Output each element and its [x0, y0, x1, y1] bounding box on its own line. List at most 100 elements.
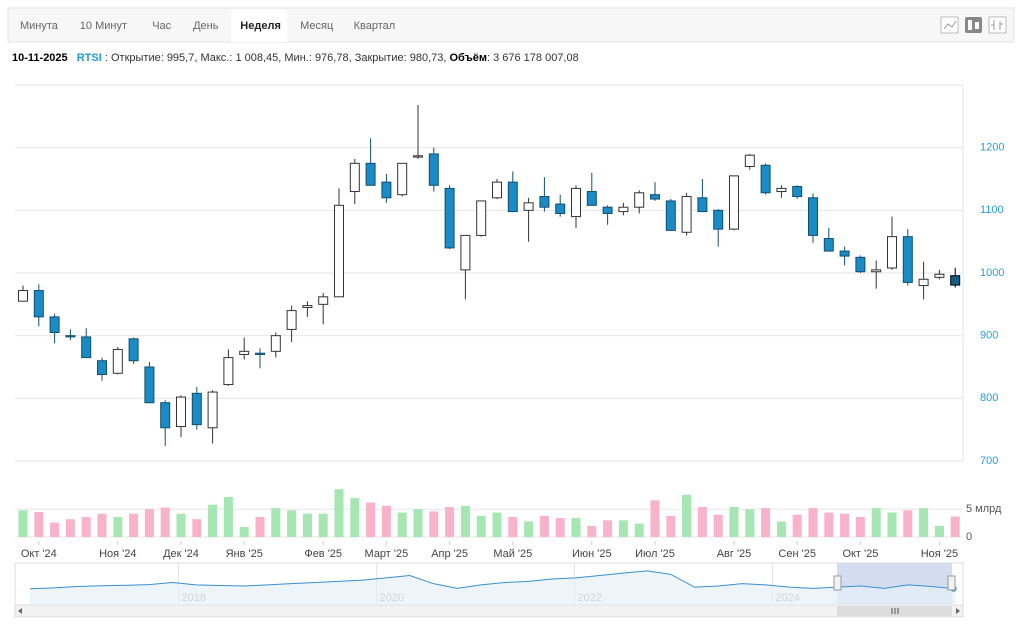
candle-body — [128, 338, 139, 362]
volume-bar — [429, 511, 439, 537]
volume-bar — [571, 518, 581, 537]
volume-bar — [587, 525, 597, 537]
tab[interactable]: Месяц — [300, 20, 334, 32]
candle-body — [571, 187, 581, 218]
tab[interactable]: Квартал — [354, 20, 396, 32]
volume-bar — [492, 512, 502, 537]
candle-body — [839, 250, 850, 257]
volume-bar — [934, 525, 944, 537]
toolbar — [7, 7, 1015, 43]
navigator-handle[interactable] — [833, 575, 842, 591]
navigator-area — [30, 570, 956, 605]
x-tick-label: Окт '24 — [21, 548, 57, 560]
x-tick-label: Апр '25 — [431, 548, 468, 560]
volume-bar — [840, 513, 850, 537]
candle-body — [586, 191, 597, 206]
volume-bar — [271, 508, 281, 537]
volume-bar — [855, 517, 865, 537]
volume-tick-label: 5 млрд — [966, 503, 1002, 515]
candle-body — [255, 352, 265, 355]
candle-body — [176, 396, 186, 428]
ohlc-icon[interactable] — [988, 16, 1007, 34]
x-tick-label: Июл '25 — [635, 548, 675, 560]
candle-body — [223, 357, 234, 386]
candle-body — [270, 335, 281, 352]
volume-bar — [397, 512, 407, 537]
volume-bar — [524, 521, 534, 537]
volume-bar — [34, 512, 44, 537]
tab[interactable]: Час — [152, 20, 171, 32]
candle-body — [934, 273, 945, 278]
candle-body — [650, 194, 660, 200]
candle-body — [760, 164, 771, 194]
candle-body — [81, 336, 92, 359]
candle-icon[interactable] — [965, 17, 982, 33]
tab-active-bg — [231, 9, 288, 42]
volume-bar — [287, 510, 297, 537]
candle-body — [713, 209, 724, 230]
volume-bar — [745, 509, 755, 537]
volume-bar — [666, 515, 676, 537]
candle-body — [286, 310, 297, 330]
y-tick-label: 900 — [980, 330, 998, 342]
volume-bar — [950, 516, 960, 537]
volume-bar — [508, 517, 518, 537]
candle-body — [239, 350, 250, 355]
y-tick-label: 1000 — [980, 267, 1004, 279]
tab[interactable]: Минута — [20, 20, 59, 32]
x-tick-label: Дек '24 — [163, 548, 199, 560]
candle-body — [318, 296, 329, 305]
volume-bar — [618, 520, 628, 537]
view-icons — [940, 16, 1007, 34]
candle-body — [444, 187, 455, 249]
candle-body — [539, 196, 550, 208]
volume-bar — [650, 500, 660, 537]
volume-bar — [824, 512, 834, 537]
info-text: : Открытие: 995,7, Макс.: 1 008,45, Мин.… — [105, 52, 447, 64]
volume-bar — [713, 514, 723, 537]
candle-body — [397, 162, 408, 196]
candle-body — [507, 181, 518, 213]
volume-bar — [413, 509, 423, 537]
candle-body — [602, 206, 613, 214]
y-tick-label: 1100 — [980, 204, 1004, 216]
candle-body — [413, 155, 423, 158]
candle-body — [33, 290, 44, 318]
tab[interactable]: День — [193, 20, 219, 32]
x-tick-label: Сен '25 — [778, 548, 816, 560]
tab[interactable]: 10 Минут — [80, 20, 127, 32]
line-icon-glyph — [943, 20, 957, 30]
tab[interactable]: Неделя — [240, 20, 281, 32]
volume-bar — [729, 507, 739, 537]
candle-body — [871, 269, 882, 273]
scroll-left[interactable] — [18, 608, 22, 614]
navigator-handle[interactable] — [947, 575, 956, 591]
y-tick-label: 1200 — [980, 142, 1004, 154]
volume-bar — [113, 517, 123, 537]
candle-body — [697, 197, 708, 213]
x-tick-label: Фев '25 — [304, 548, 342, 560]
volume-bar — [255, 517, 265, 537]
candle-body — [492, 181, 502, 199]
volume-bar — [223, 497, 233, 537]
candle-body — [49, 316, 60, 334]
volume-bar — [555, 518, 565, 537]
volume-bar — [366, 502, 376, 537]
candle-body — [523, 202, 534, 211]
candle-body — [855, 256, 866, 273]
candle-body — [349, 162, 360, 193]
scrollbar[interactable] — [14, 604, 964, 618]
candle-body — [428, 153, 439, 186]
volume-bar — [318, 513, 328, 537]
volume-bar — [192, 519, 202, 537]
candle-body — [729, 175, 739, 230]
volume-bar — [919, 508, 929, 537]
candle-icon-glyph — [968, 20, 972, 30]
candle-body — [887, 236, 897, 269]
volume-bar — [460, 505, 470, 537]
scroll-right[interactable] — [956, 608, 960, 614]
x-tick-label: Ноя '25 — [921, 548, 958, 560]
volume-bar — [350, 498, 360, 537]
y-tick-label: 700 — [980, 455, 998, 467]
volume-bar — [239, 527, 249, 537]
